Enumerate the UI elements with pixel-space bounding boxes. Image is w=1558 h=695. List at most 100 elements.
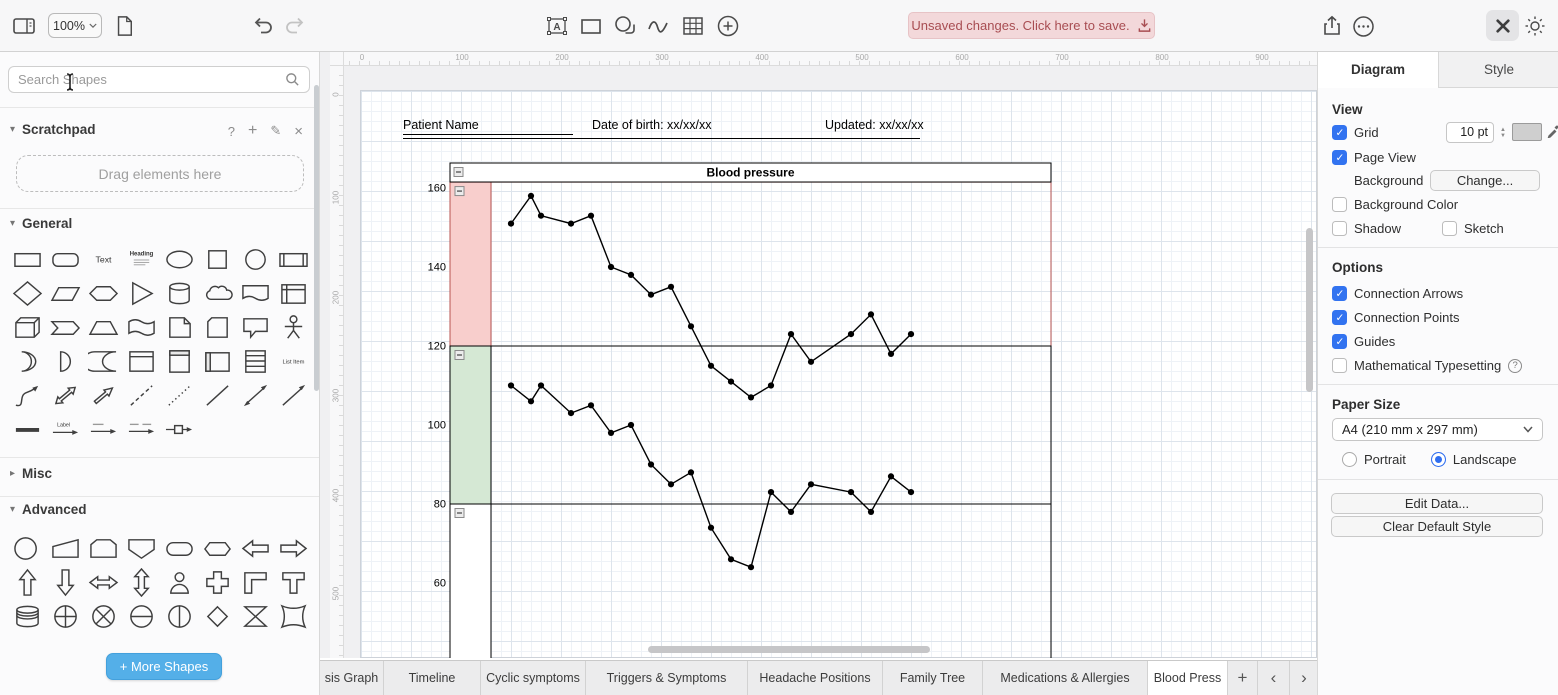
shape-partial[interactable] [84, 633, 122, 643]
shape-square[interactable] [198, 242, 236, 276]
shape-circle-x[interactable] [84, 599, 122, 633]
more-options-icon[interactable] [1351, 14, 1375, 38]
diagram-canvas[interactable]: 0 100 200 300 400 500 600 700 800 900 0 100 200 300 4… [320, 52, 1317, 658]
section-advanced-header[interactable]: ▾ Advanced [10, 500, 87, 518]
shape-diamond[interactable] [8, 276, 46, 310]
page-format-icon[interactable] [112, 14, 136, 38]
shape-arrow-right-thick[interactable] [274, 531, 312, 565]
shape-actor[interactable] [274, 310, 312, 344]
shape-cloud[interactable] [198, 276, 236, 310]
canvas-vertical-scrollbar[interactable] [1306, 228, 1313, 392]
shape-adv-circle[interactable] [8, 531, 46, 565]
grid-checkbox[interactable] [1332, 125, 1347, 140]
shape-manual-input[interactable] [46, 531, 84, 565]
edit-pencil-icon[interactable]: ✎ [270, 123, 282, 138]
guides-checkbox[interactable] [1332, 334, 1347, 349]
grid-color-swatch[interactable] [1512, 123, 1542, 141]
eyedropper-icon[interactable] [1546, 124, 1558, 138]
shape-loop-limit[interactable] [84, 531, 122, 565]
shape-dotted-line[interactable] [160, 378, 198, 412]
shape-container[interactable] [122, 344, 160, 378]
shape-callout[interactable] [236, 310, 274, 344]
background-color-checkbox[interactable] [1332, 197, 1347, 212]
shape-circle-plus[interactable] [46, 599, 84, 633]
zoom-dropdown[interactable]: 100% [48, 13, 102, 38]
shape-data-storage[interactable] [84, 344, 122, 378]
shape-vertical-container[interactable] [160, 344, 198, 378]
page-tab-timeline[interactable]: Timeline [384, 661, 481, 695]
connection-arrows-checkbox[interactable] [1332, 286, 1347, 301]
paper-size-select[interactable]: A4 (210 mm x 297 mm) [1332, 418, 1543, 441]
close-icon[interactable]: × [294, 122, 303, 140]
background-change-button[interactable]: Change... [1430, 170, 1540, 191]
freehand-tool-icon[interactable] [646, 14, 670, 38]
insert-plus-icon[interactable] [716, 14, 740, 38]
shape-bidirectional-connector[interactable] [236, 378, 274, 412]
shape-dashed-line[interactable] [122, 378, 160, 412]
shape-display[interactable] [160, 531, 198, 565]
prev-page-button[interactable]: ‹ [1258, 661, 1290, 695]
date-of-birth-label[interactable]: Date of birth: xx/xx/xx [592, 118, 712, 132]
table-tool-icon[interactable] [681, 14, 705, 38]
patient-name-label[interactable]: Patient Name [403, 118, 479, 132]
shape-circle-h[interactable] [122, 599, 160, 633]
shape-cube[interactable] [8, 310, 46, 344]
shape-tool-icon[interactable] [613, 14, 637, 38]
shape-partial[interactable] [160, 633, 198, 643]
shape-user[interactable] [160, 565, 198, 599]
page-tab-family-tree[interactable]: Family Tree [883, 661, 983, 695]
page-a4-landscape[interactable] [360, 90, 1317, 658]
grid-size-stepper[interactable]: ▲ ▼ [1497, 122, 1509, 143]
help-icon[interactable]: ? [227, 123, 235, 139]
shape-partial[interactable] [8, 633, 46, 643]
text-tool-icon[interactable]: A [545, 14, 569, 38]
sketch-checkbox[interactable] [1441, 221, 1457, 236]
shape-arrow-left-thick[interactable] [236, 531, 274, 565]
shape-connector-box[interactable] [160, 412, 198, 446]
shape-data-store[interactable] [8, 599, 46, 633]
page-tab-blood-press[interactable]: Blood Press [1148, 661, 1228, 695]
page-tab-sis-graph[interactable]: sis Graph [320, 661, 384, 695]
page-tab-triggers-symptoms[interactable]: Triggers & Symptoms [586, 661, 748, 695]
help-icon[interactable]: ? [1508, 358, 1523, 373]
undo-icon[interactable] [252, 14, 276, 38]
shape-horizontal-container[interactable] [198, 344, 236, 378]
add-icon[interactable]: + [247, 122, 258, 139]
shape-parallelogram[interactable] [46, 276, 84, 310]
shape-sort[interactable] [236, 599, 274, 633]
math-typesetting-checkbox[interactable] [1332, 358, 1347, 373]
edit-data-button[interactable]: Edit Data... [1331, 493, 1543, 514]
shape-trapezoid[interactable] [84, 310, 122, 344]
theme-sun-icon[interactable] [1523, 14, 1547, 38]
shape-arrow[interactable] [84, 378, 122, 412]
shape-rectangle[interactable] [8, 242, 46, 276]
shape-process[interactable] [274, 242, 312, 276]
shadow-checkbox[interactable] [1332, 221, 1347, 236]
shape-circle[interactable] [236, 242, 274, 276]
sidebar-scrollbar[interactable] [314, 85, 319, 391]
shape-partial[interactable] [274, 633, 312, 643]
tab-diagram[interactable]: Diagram [1318, 52, 1438, 88]
shape-arrow-ud-thick[interactable] [122, 565, 160, 599]
shape-hexagon[interactable] [84, 276, 122, 310]
shape-card[interactable] [198, 310, 236, 344]
shape-bidirectional-arrow[interactable] [46, 378, 84, 412]
shape-triangle[interactable] [122, 276, 160, 310]
shape-terminator-hex[interactable] [198, 531, 236, 565]
shape-partial[interactable] [236, 633, 274, 643]
shape-annotation-1[interactable] [84, 412, 122, 446]
shape-or[interactable] [8, 344, 46, 378]
shape-label-arrow[interactable]: Label [46, 412, 84, 446]
portrait-radio[interactable] [1342, 452, 1357, 467]
page-view-checkbox[interactable] [1332, 150, 1347, 165]
shape-circle-v[interactable] [160, 599, 198, 633]
shape-switch[interactable] [274, 599, 312, 633]
toggle-panel-icon[interactable] [12, 14, 36, 38]
unsaved-changes-button[interactable]: Unsaved changes. Click here to save. [908, 12, 1155, 39]
stepper-down-icon[interactable]: ▼ [1500, 132, 1506, 139]
search-icon[interactable] [285, 72, 300, 87]
shape-partial[interactable] [198, 633, 236, 643]
landscape-radio[interactable] [1430, 452, 1446, 467]
tab-style[interactable]: Style [1438, 52, 1558, 87]
page-tab-medications-allergies[interactable]: Medications & Allergies [983, 661, 1148, 695]
